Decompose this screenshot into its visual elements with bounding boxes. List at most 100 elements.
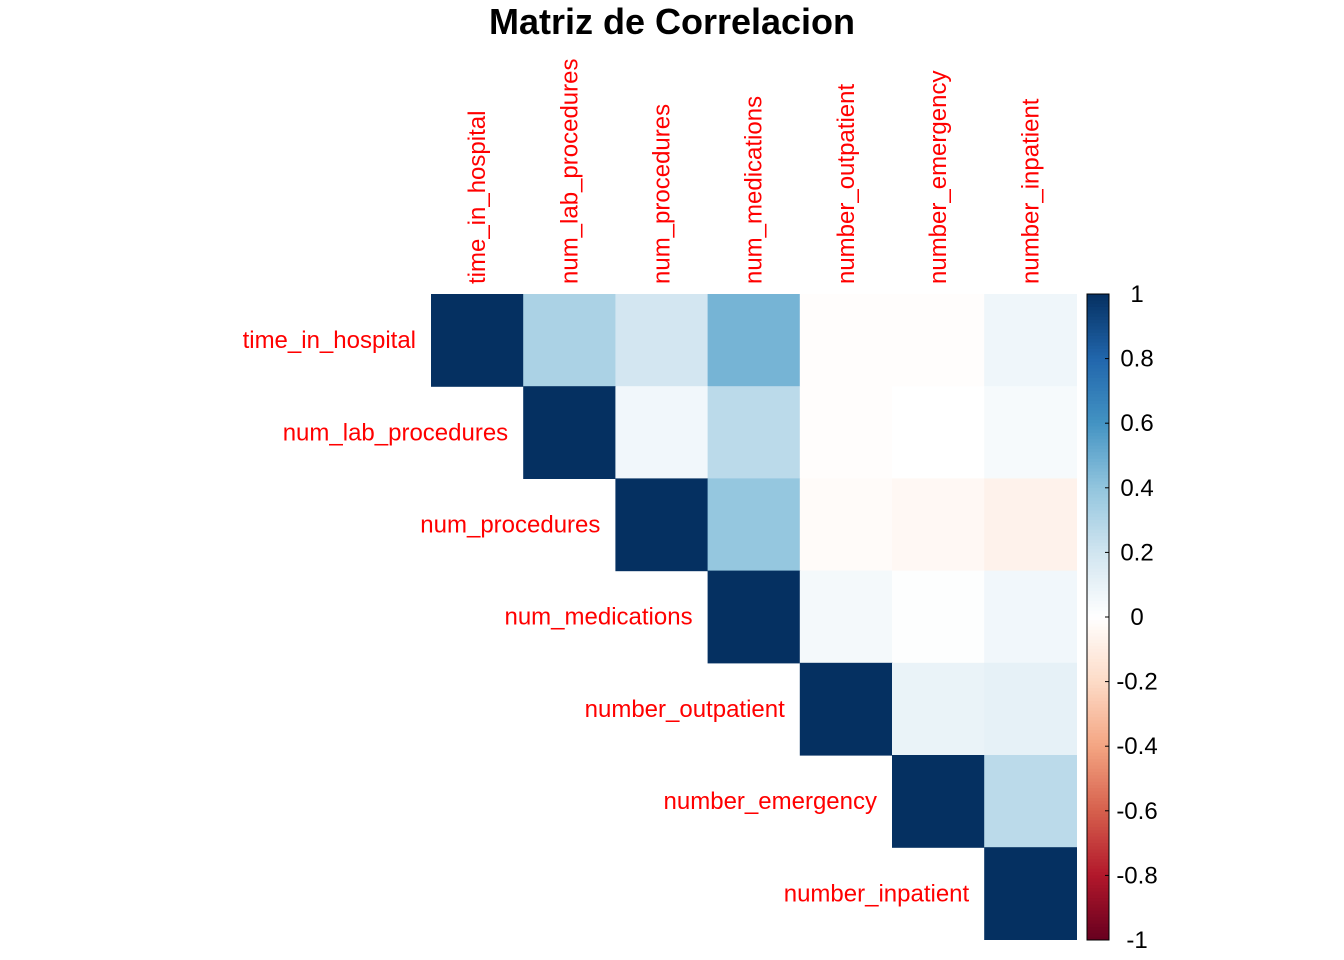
colorbar-tick-label: 0.6 [1120, 410, 1153, 437]
colorbar-segment [1087, 526, 1109, 531]
colorbar-segment [1087, 339, 1109, 343]
colorbar-segment [1087, 704, 1109, 708]
colorbar-segment [1087, 662, 1109, 666]
colorbar-segment [1087, 617, 1109, 621]
colorbar-segment [1087, 306, 1109, 311]
colorbar-segment [1087, 891, 1109, 896]
colorbar-segment [1087, 507, 1109, 511]
colorbar-segment [1087, 826, 1109, 831]
colorbar-segment [1087, 733, 1109, 738]
colorbar-segment [1087, 455, 1109, 460]
colorbar-segment [1087, 917, 1109, 922]
colorbar-segment [1087, 936, 1109, 941]
colorbar-segment [1087, 591, 1109, 595]
colorbar-segment [1087, 726, 1109, 731]
column-label-time_in_hospital: time_in_hospital [464, 111, 491, 284]
heatmap-cell-number_outpatient-number_outpatient [799, 662, 893, 756]
row-label-time_in_hospital: time_in_hospital [243, 327, 416, 354]
colorbar-segment [1087, 907, 1109, 912]
heatmap-cell-num_lab_procedures-number_outpatient [799, 386, 893, 479]
column-labels: time_in_hospital num_lab_procedures num_pr… [464, 59, 1044, 284]
row-label-number_inpatient: number_inpatient [784, 880, 970, 907]
colorbar-segment [1087, 491, 1109, 495]
colorbar-segment [1087, 510, 1109, 515]
colorbar-segment [1087, 342, 1109, 347]
colorbar-tick-label: -0.4 [1116, 733, 1157, 760]
colorbar-segment [1087, 752, 1109, 757]
colorbar-segment [1087, 423, 1109, 427]
chart-title: Matriz de Correlacion [489, 1, 855, 42]
colorbar-segment [1087, 332, 1109, 337]
heatmap-cell-time_in_hospital-time_in_hospital [431, 294, 524, 387]
colorbar-segment [1087, 549, 1109, 553]
colorbar-segment [1087, 923, 1109, 928]
heatmap-cell-number_inpatient-number_inpatient [984, 847, 1077, 940]
heatmap-cell-num_procedures-number_inpatient [984, 478, 1077, 572]
colorbar-segment [1087, 723, 1109, 728]
colorbar-segment [1087, 910, 1109, 915]
colorbar-segment [1087, 594, 1109, 599]
colorbar-segment [1087, 458, 1109, 463]
heatmap-cell-num_procedures-number_outpatient [799, 478, 893, 572]
colorbar-segment [1087, 914, 1109, 918]
colorbar-segment [1087, 894, 1109, 899]
colorbar-segment [1087, 739, 1109, 744]
colorbar-segment [1087, 533, 1109, 537]
colorbar-segment [1087, 759, 1109, 763]
colorbar-segment [1087, 555, 1109, 560]
colorbar-segment [1087, 471, 1109, 476]
colorbar-segment [1087, 736, 1109, 741]
column-label-num_medications: num_medications [741, 96, 768, 284]
colorbar-segment [1087, 791, 1109, 796]
colorbar-segment [1087, 303, 1109, 308]
colorbar-segment [1087, 859, 1109, 863]
colorbar-segment [1087, 461, 1109, 466]
heatmap-cell-time_in_hospital-num_lab_procedures [523, 294, 616, 387]
colorbar-segment [1087, 901, 1109, 905]
colorbar-segment [1087, 562, 1109, 566]
colorbar-segment [1087, 700, 1109, 705]
colorbar-segment [1087, 365, 1109, 369]
colorbar-segment [1087, 881, 1109, 886]
colorbar-segment [1087, 810, 1109, 815]
colorbar-segment [1087, 710, 1109, 715]
colorbar-segment [1087, 400, 1109, 405]
colorbar-segment [1087, 345, 1109, 350]
colorbar-segment [1087, 323, 1109, 327]
colorbar-segment [1087, 494, 1109, 498]
colorbar-segment [1087, 804, 1109, 809]
colorbar-segment [1087, 377, 1109, 382]
colorbar-segment [1087, 607, 1109, 612]
heatmap-cell-time_in_hospital-num_procedures [615, 294, 709, 387]
heatmap-cell-num_medications-number_outpatient [799, 570, 893, 664]
colorbar-segment [1087, 397, 1109, 402]
colorbar-segment [1087, 781, 1109, 786]
heatmap-cell-number_outpatient-number_inpatient [984, 662, 1077, 756]
colorbar-segment [1087, 371, 1109, 376]
colorbar-segment [1087, 604, 1109, 608]
colorbar-segment [1087, 610, 1109, 615]
colorbar-segment [1087, 358, 1109, 363]
colorbar-segment [1087, 849, 1109, 854]
colorbar-segment [1087, 836, 1109, 841]
colorbar-tick-label: 0.4 [1120, 475, 1153, 502]
colorbar-segment [1087, 933, 1109, 938]
colorbar-segment [1087, 675, 1109, 679]
colorbar-segment [1087, 665, 1109, 670]
colorbar-segment [1087, 684, 1109, 689]
colorbar-segment [1087, 442, 1109, 447]
colorbar-segment [1087, 862, 1109, 867]
colorbar-segment [1087, 413, 1109, 418]
colorbar-segment [1087, 797, 1109, 802]
colorbar-segment [1087, 571, 1109, 576]
colorbar-segment [1087, 814, 1109, 818]
heatmap-cell-number_emergency-number_inpatient [984, 755, 1077, 848]
colorbar-segment [1087, 584, 1109, 589]
heatmap-cell-num_medications-number_emergency [892, 570, 985, 664]
colorbar-segment [1087, 348, 1109, 353]
colorbar-segment [1087, 878, 1109, 883]
colorbar-segment [1087, 755, 1109, 760]
colorbar-segment [1087, 927, 1109, 931]
colorbar-segment [1087, 920, 1109, 925]
colorbar-segment [1087, 626, 1109, 631]
